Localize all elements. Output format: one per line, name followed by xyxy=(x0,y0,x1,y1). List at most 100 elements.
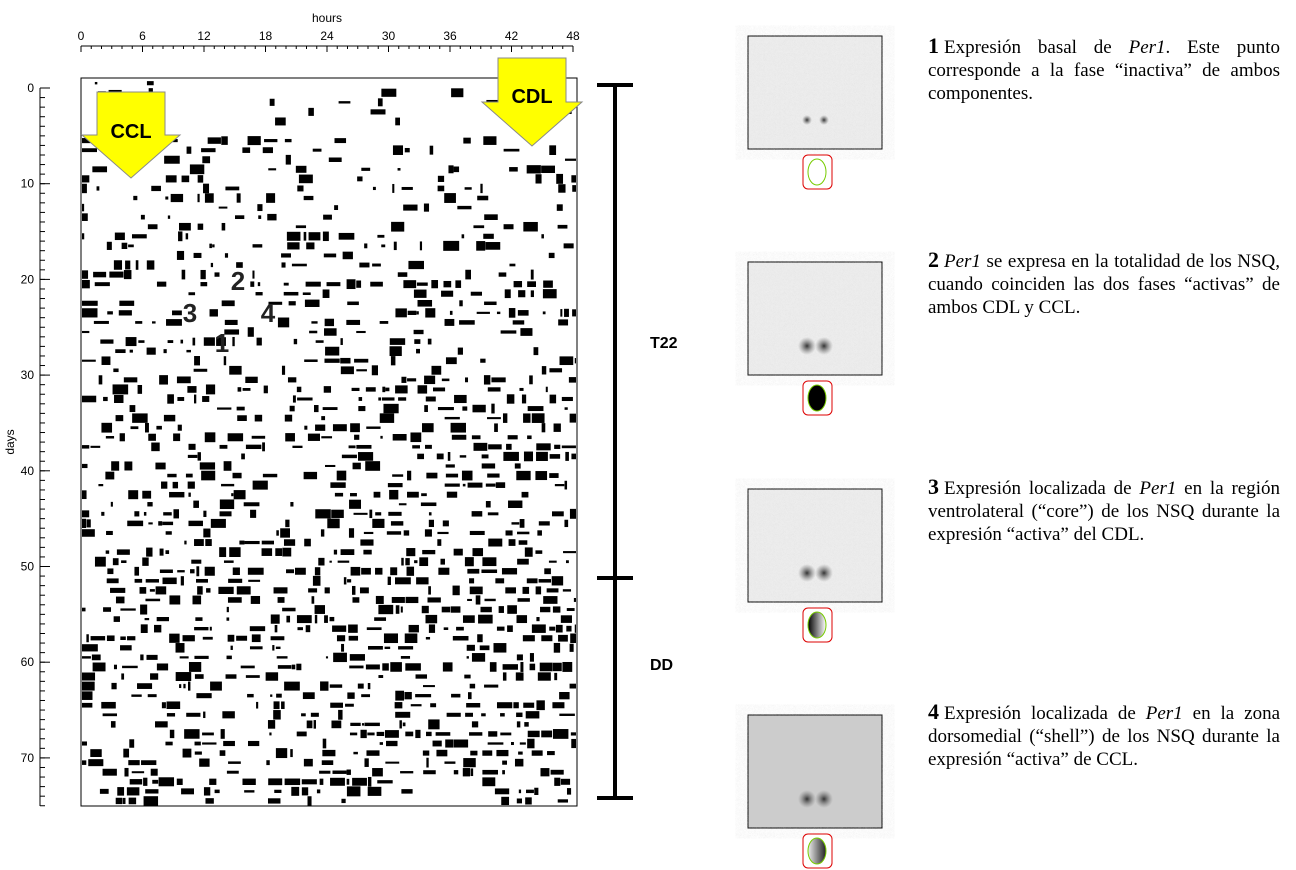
activity-block xyxy=(430,146,434,155)
activity-block xyxy=(509,264,515,267)
activity-block xyxy=(313,576,321,586)
activity-block xyxy=(268,720,275,729)
activity-block xyxy=(445,417,460,419)
activity-block xyxy=(414,339,420,344)
activity-block xyxy=(288,377,296,382)
activity-block xyxy=(516,713,522,717)
activity-block xyxy=(195,742,201,746)
activity-block xyxy=(215,272,220,276)
activity-block xyxy=(445,319,455,326)
activity-block xyxy=(229,366,241,375)
activity-block xyxy=(378,605,393,614)
activity-block xyxy=(271,636,285,640)
activity-block xyxy=(142,491,151,499)
activity-block xyxy=(536,617,539,621)
activity-block xyxy=(333,424,347,431)
activity-block xyxy=(377,235,384,238)
activity-block xyxy=(227,607,229,612)
activity-block xyxy=(148,224,158,229)
activity-block xyxy=(445,484,460,487)
activity-block xyxy=(258,215,261,219)
activity-block xyxy=(443,281,451,287)
activity-block xyxy=(562,397,573,401)
activity-block xyxy=(560,356,574,365)
activity-block xyxy=(267,214,276,220)
activity-block xyxy=(324,386,331,393)
activity-block xyxy=(347,579,351,582)
y-tick-label: 50 xyxy=(21,560,35,574)
activity-block xyxy=(447,713,461,717)
activity-block xyxy=(354,435,359,440)
activity-block xyxy=(278,318,289,328)
activity-block xyxy=(523,703,534,708)
scn-icon-shape xyxy=(808,612,826,638)
activity-block xyxy=(183,684,185,688)
activity-block xyxy=(107,242,112,250)
activity-block xyxy=(566,560,569,563)
activity-block xyxy=(332,625,346,631)
activity-block xyxy=(286,155,291,165)
y-tick-label: 40 xyxy=(21,464,35,478)
activity-block xyxy=(378,675,383,678)
activity-block xyxy=(290,749,293,757)
activity-block xyxy=(540,663,553,672)
activity-block xyxy=(455,280,461,288)
activity-block xyxy=(453,586,460,596)
activity-block xyxy=(107,311,113,314)
activity-block xyxy=(205,193,214,202)
activity-block xyxy=(571,454,576,460)
activity-block xyxy=(398,397,406,400)
activity-block xyxy=(237,415,247,421)
activity-block xyxy=(95,557,106,567)
activity-block xyxy=(274,701,280,709)
activity-block xyxy=(86,634,88,642)
activity-block xyxy=(293,395,296,402)
activity-block xyxy=(318,558,324,566)
activity-block xyxy=(367,733,374,736)
activity-block xyxy=(454,739,468,747)
activity-block xyxy=(196,579,208,583)
activity-block xyxy=(164,349,167,353)
activity-block xyxy=(266,672,278,680)
page: hours days 06121824303642480102030405060… xyxy=(0,0,1296,870)
activity-block xyxy=(263,474,277,477)
x-tick-label: 48 xyxy=(566,29,580,43)
activity-block xyxy=(178,231,182,241)
activity-block xyxy=(227,656,232,660)
activity-block xyxy=(262,442,265,451)
activity-block xyxy=(119,301,134,306)
activity-block xyxy=(547,588,559,592)
activity-block xyxy=(237,586,251,594)
activity-block xyxy=(398,168,401,171)
activity-block xyxy=(248,580,260,582)
activity-block xyxy=(493,643,506,652)
activity-block xyxy=(554,643,560,653)
activity-block xyxy=(91,446,101,448)
activity-block xyxy=(301,713,306,716)
activity-block xyxy=(103,397,108,401)
activity-block xyxy=(522,395,526,404)
activity-block xyxy=(194,656,208,659)
activity-block xyxy=(553,663,562,671)
activity-block xyxy=(542,366,546,374)
activity-block xyxy=(423,770,436,774)
activity-block xyxy=(285,433,295,441)
activity-block xyxy=(316,340,324,343)
activity-block xyxy=(97,186,100,190)
activity-block xyxy=(523,222,538,232)
activity-block xyxy=(471,292,482,296)
activity-block xyxy=(381,89,396,97)
activity-block xyxy=(482,750,492,755)
activity-block xyxy=(395,702,403,708)
activity-block xyxy=(200,462,215,469)
activity-block xyxy=(380,742,383,745)
caption: 3Expresión localizada de Per1 en la regi… xyxy=(928,475,1280,546)
activity-block xyxy=(376,596,384,604)
activity-block xyxy=(124,377,137,382)
activity-block xyxy=(203,184,209,194)
activity-block xyxy=(264,139,277,142)
activity-block xyxy=(564,243,574,248)
activity-block xyxy=(364,723,379,726)
activity-block xyxy=(233,473,242,479)
activity-block xyxy=(127,636,135,640)
